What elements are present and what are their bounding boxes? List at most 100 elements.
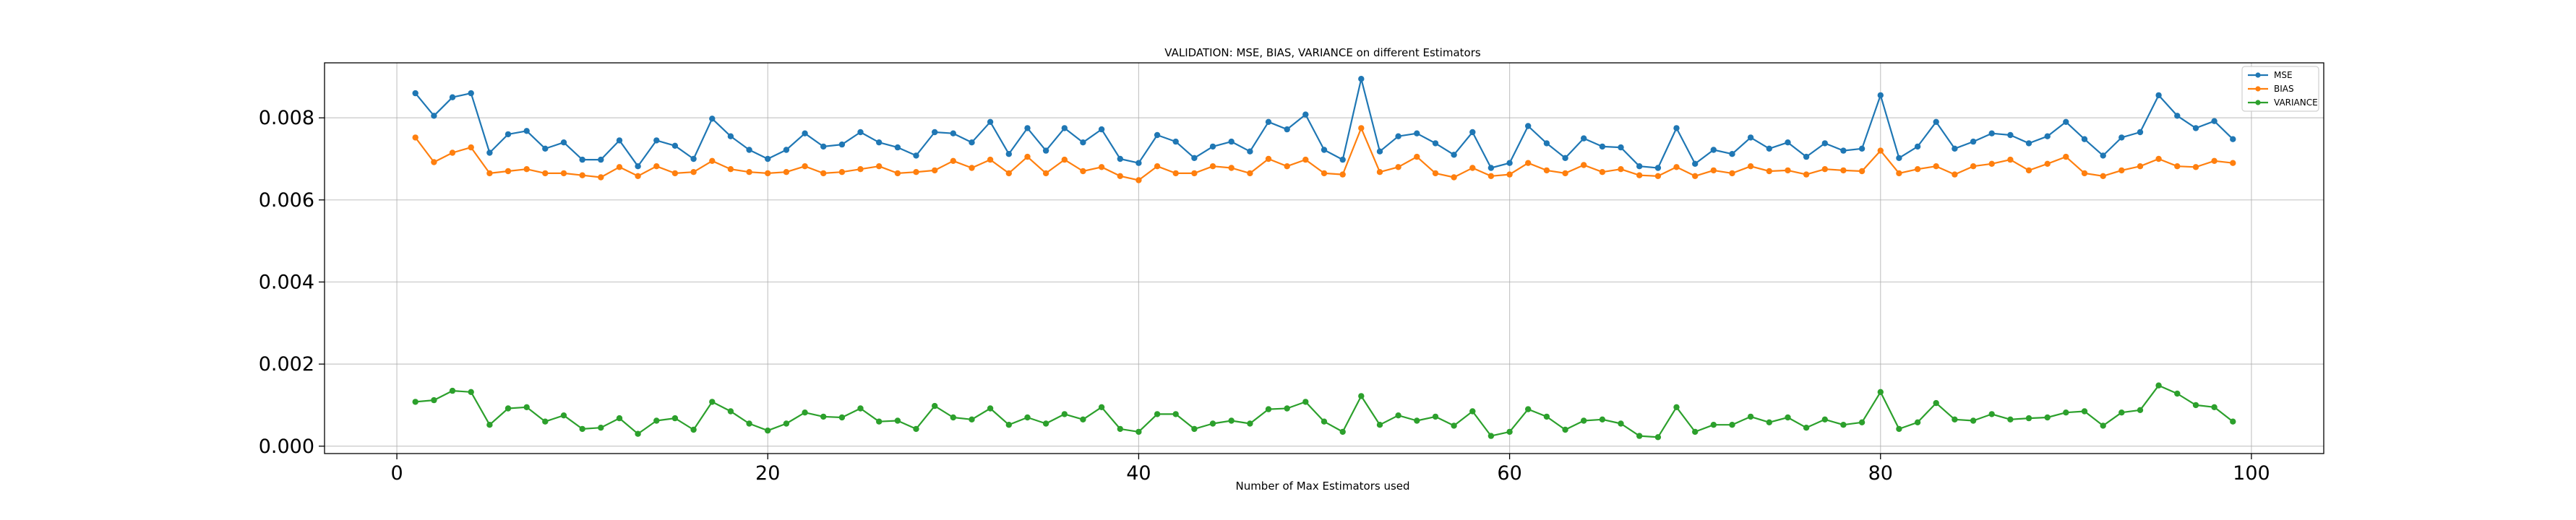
data-point bbox=[1321, 147, 1328, 153]
data-point bbox=[1005, 422, 1013, 428]
data-point bbox=[1988, 160, 1995, 167]
data-point bbox=[1896, 425, 1902, 433]
data-point bbox=[2118, 134, 2125, 141]
x-axis-label: Number of Max Estimators used bbox=[1235, 480, 1409, 493]
data-point bbox=[765, 155, 771, 162]
data-point bbox=[635, 163, 641, 170]
data-point bbox=[1432, 140, 1439, 147]
data-point bbox=[1024, 125, 1031, 131]
data-point bbox=[1543, 140, 1550, 147]
data-point bbox=[1673, 404, 1680, 410]
data-point bbox=[1098, 404, 1105, 410]
data-point bbox=[523, 128, 530, 134]
data-point bbox=[857, 129, 864, 136]
data-point bbox=[1821, 166, 1828, 173]
data-point bbox=[1247, 170, 1253, 177]
data-point bbox=[913, 169, 919, 176]
data-point bbox=[1636, 172, 1643, 178]
data-point bbox=[876, 139, 883, 146]
data-point bbox=[1284, 126, 1290, 133]
data-point bbox=[876, 418, 883, 425]
y-tick-label: 0.000 bbox=[259, 436, 314, 458]
data-point bbox=[987, 156, 994, 163]
data-point bbox=[820, 170, 827, 177]
data-point bbox=[2211, 118, 2217, 124]
data-point bbox=[1840, 167, 1847, 174]
data-point bbox=[523, 404, 530, 410]
data-point bbox=[1729, 151, 1735, 157]
x-tick-label: 60 bbox=[1497, 462, 1521, 485]
data-point bbox=[1952, 145, 1958, 152]
data-point bbox=[1673, 125, 1680, 131]
data-point bbox=[1005, 170, 1013, 177]
data-point bbox=[1098, 164, 1105, 170]
data-point bbox=[1172, 138, 1179, 145]
x-axis-ticks: 0 20 40 60 80 100 bbox=[390, 454, 2270, 485]
data-point bbox=[857, 405, 864, 412]
data-point bbox=[1228, 417, 1235, 424]
data-point bbox=[1914, 419, 1921, 425]
data-point bbox=[1618, 166, 1624, 173]
data-point bbox=[1952, 416, 1958, 422]
data-point bbox=[412, 399, 418, 405]
data-point bbox=[932, 129, 938, 136]
data-point bbox=[2137, 129, 2144, 136]
data-point bbox=[1487, 165, 1495, 171]
data-point bbox=[1395, 164, 1401, 170]
data-point bbox=[1395, 133, 1401, 139]
data-point bbox=[1858, 145, 1866, 152]
data-point bbox=[1618, 144, 1624, 151]
data-point bbox=[783, 169, 790, 176]
data-point bbox=[727, 166, 734, 173]
data-point bbox=[1785, 414, 1791, 421]
data-point bbox=[1451, 152, 1457, 158]
data-point bbox=[1803, 153, 1810, 160]
data-point bbox=[1710, 167, 1717, 174]
data-point bbox=[2230, 418, 2236, 425]
data-point bbox=[969, 416, 975, 422]
data-point bbox=[1284, 405, 1290, 412]
data-point bbox=[1339, 428, 1346, 436]
data-point bbox=[1265, 155, 1272, 162]
data-point bbox=[1228, 165, 1235, 171]
data-point bbox=[1654, 165, 1662, 171]
data-point bbox=[820, 413, 827, 420]
data-point bbox=[2081, 408, 2088, 415]
x-tick-label: 0 bbox=[390, 462, 403, 485]
data-point bbox=[1135, 428, 1142, 436]
data-point bbox=[1376, 422, 1383, 428]
data-point bbox=[1432, 413, 1439, 420]
data-point bbox=[1599, 169, 1606, 176]
data-point bbox=[2155, 155, 2162, 162]
data-point bbox=[1636, 433, 1643, 439]
data-point bbox=[1191, 170, 1198, 177]
data-point bbox=[783, 147, 790, 153]
data-point bbox=[1692, 160, 1699, 167]
data-point bbox=[449, 387, 456, 394]
data-point bbox=[969, 139, 975, 146]
data-point bbox=[2081, 170, 2088, 177]
y-axis-ticks: 0.000 0.002 0.004 0.006 0.008 bbox=[259, 107, 325, 458]
data-point bbox=[727, 133, 734, 139]
data-point bbox=[950, 157, 957, 164]
data-point bbox=[1024, 153, 1031, 160]
data-point bbox=[1654, 173, 1662, 179]
data-point bbox=[1581, 417, 1587, 424]
data-point bbox=[1080, 416, 1086, 422]
data-point bbox=[560, 412, 567, 419]
data-point bbox=[653, 137, 660, 144]
data-point bbox=[894, 417, 901, 424]
x-tick-label: 100 bbox=[2233, 462, 2270, 485]
data-point bbox=[1247, 420, 1253, 427]
data-point bbox=[950, 130, 957, 136]
data-point bbox=[1284, 163, 1290, 170]
data-point bbox=[690, 426, 697, 433]
legend-box bbox=[2241, 66, 2319, 112]
data-point bbox=[1933, 399, 1939, 407]
data-point bbox=[1358, 125, 1365, 131]
data-point bbox=[1339, 156, 1346, 163]
legend: MSE BIAS VARIANCE bbox=[2241, 66, 2319, 112]
data-point bbox=[2174, 163, 2181, 170]
data-point bbox=[950, 414, 957, 421]
